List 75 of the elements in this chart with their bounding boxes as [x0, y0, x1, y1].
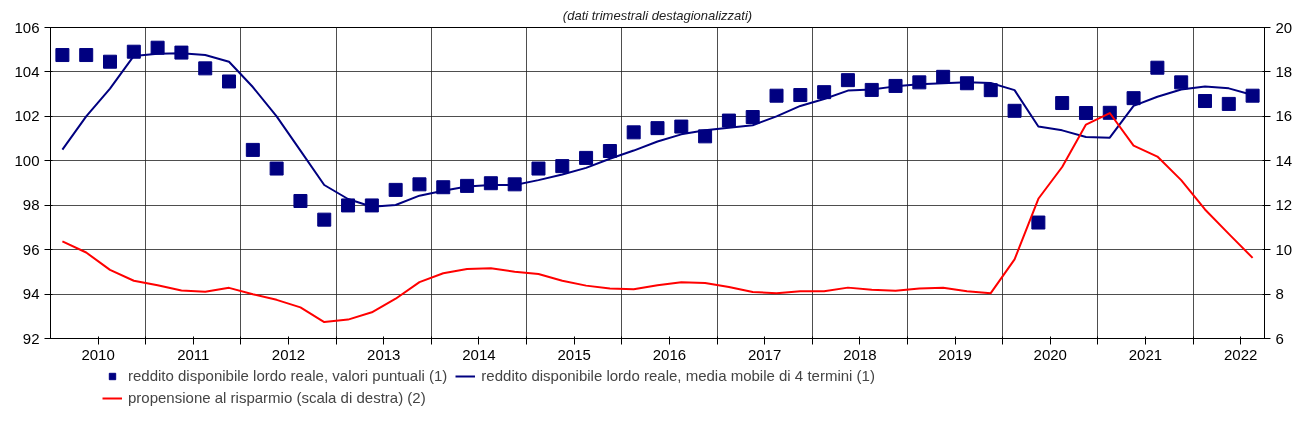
- point: [674, 119, 689, 134]
- point: [1221, 96, 1236, 111]
- point: [269, 161, 284, 176]
- point: [245, 142, 260, 157]
- y2-tick-label: 12: [1275, 196, 1293, 214]
- point: [1197, 94, 1212, 109]
- y2-tick-label: 20: [1275, 18, 1293, 36]
- y2-tick-label: 10: [1275, 240, 1293, 258]
- point: [531, 161, 546, 176]
- point: [1126, 91, 1141, 106]
- y-tick-label: 106: [14, 18, 40, 36]
- point: [745, 110, 760, 125]
- point: [1174, 75, 1189, 90]
- point: [1245, 88, 1260, 103]
- point: [698, 129, 713, 144]
- point: [817, 85, 832, 100]
- x-tick-label: 2010: [81, 345, 115, 363]
- legend-label: propensione al risparmio (scala di destra) (2): [128, 389, 426, 406]
- point: [912, 75, 927, 90]
- point: [983, 83, 998, 98]
- legend-label: reddito disponibile lordo reale, media mobile di 4 termini (1): [481, 367, 875, 384]
- point: [103, 54, 118, 69]
- legend-label: reddito disponibile lordo reale, valori puntuali (1): [128, 367, 448, 384]
- x-tick-label: 2015: [557, 345, 591, 363]
- x-tick-label: 2016: [652, 345, 687, 363]
- point: [150, 40, 165, 55]
- point: [55, 48, 70, 63]
- chart-subtitle: (dati trimestrali destagionalizzati): [562, 7, 753, 23]
- x-tick-label: 2013: [367, 345, 401, 363]
- y2-tick-label: 6: [1275, 329, 1284, 347]
- point: [1078, 106, 1093, 121]
- point: [769, 88, 784, 103]
- x-tick-label: 2011: [177, 345, 210, 363]
- y-tick-label: 104: [14, 62, 40, 80]
- y-tick-label: 96: [22, 240, 40, 258]
- point: [198, 61, 213, 76]
- point: [840, 73, 855, 88]
- x-tick-label: 2018: [843, 345, 877, 363]
- y2-tick-label: 18: [1275, 62, 1293, 80]
- point: [293, 193, 308, 208]
- point: [602, 144, 617, 159]
- x-tick-label: 2017: [747, 345, 782, 363]
- y-tick-label: 92: [22, 329, 40, 347]
- x-tick-label: 2020: [1033, 345, 1067, 363]
- point: [79, 48, 94, 63]
- point: [412, 177, 427, 192]
- point: [341, 198, 356, 213]
- x-tick-label: 2019: [938, 345, 972, 363]
- point: [555, 159, 570, 174]
- point: [1150, 60, 1165, 75]
- point: [1055, 96, 1070, 111]
- point: [388, 182, 403, 197]
- y2-tick-label: 8: [1275, 285, 1284, 303]
- y2-tick-label: 14: [1275, 151, 1293, 169]
- y-tick-label: 94: [22, 285, 40, 303]
- y-tick-label: 100: [14, 151, 40, 169]
- y-tick-label: 98: [22, 196, 40, 214]
- point: [1007, 103, 1022, 118]
- point: [579, 150, 594, 165]
- point: [364, 198, 379, 213]
- point: [174, 45, 189, 60]
- x-tick-label: 2014: [462, 345, 496, 363]
- point: [793, 88, 808, 103]
- point: [650, 121, 665, 136]
- point: [888, 78, 903, 93]
- point: [317, 212, 332, 227]
- y2-tick-label: 16: [1275, 107, 1293, 125]
- point: [222, 74, 237, 89]
- x-tick-label: 2012: [271, 345, 306, 363]
- y-tick-label: 102: [14, 107, 40, 125]
- x-tick-label: 2021: [1128, 345, 1163, 363]
- point: [721, 113, 736, 128]
- point: [626, 125, 641, 140]
- x-tick-label: 2022: [1224, 345, 1258, 363]
- point: [1031, 215, 1046, 230]
